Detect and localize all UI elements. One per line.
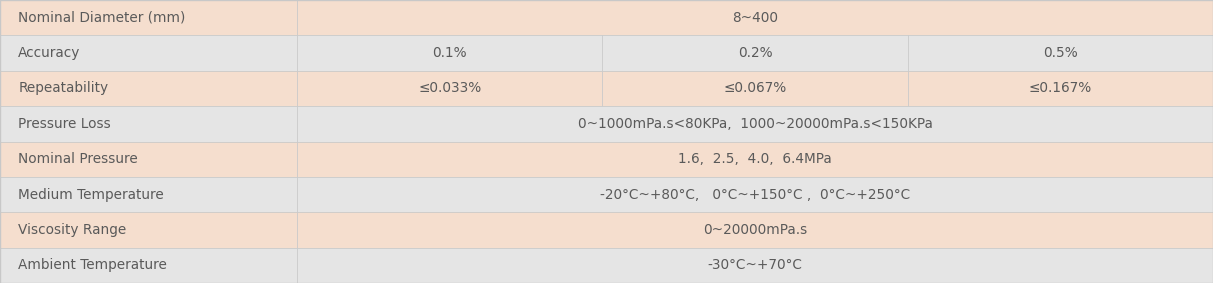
- Text: 0.5%: 0.5%: [1043, 46, 1077, 60]
- Text: Nominal Diameter (mm): Nominal Diameter (mm): [18, 11, 186, 25]
- Bar: [907, 71, 1213, 106]
- Bar: [603, 71, 907, 106]
- Text: ≤0.033%: ≤0.033%: [418, 82, 482, 95]
- Bar: [297, 212, 1213, 248]
- Text: 0.2%: 0.2%: [738, 46, 773, 60]
- Bar: [297, 35, 603, 71]
- Bar: [297, 71, 603, 106]
- Text: Ambient Temperature: Ambient Temperature: [18, 258, 167, 272]
- Text: 0~20000mPa.s: 0~20000mPa.s: [704, 223, 807, 237]
- Bar: [297, 106, 1213, 142]
- Bar: [0, 248, 297, 283]
- Text: Medium Temperature: Medium Temperature: [18, 188, 164, 201]
- Bar: [603, 35, 907, 71]
- Text: 1.6,  2.5,  4.0,  6.4MPa: 1.6, 2.5, 4.0, 6.4MPa: [678, 152, 832, 166]
- Bar: [297, 177, 1213, 212]
- Text: 0.1%: 0.1%: [433, 46, 467, 60]
- Bar: [0, 212, 297, 248]
- Bar: [907, 35, 1213, 71]
- Bar: [297, 248, 1213, 283]
- Bar: [0, 106, 297, 142]
- Bar: [0, 35, 297, 71]
- Text: -30°C~+70°C: -30°C~+70°C: [707, 258, 803, 272]
- Bar: [0, 71, 297, 106]
- Text: ≤0.067%: ≤0.067%: [723, 82, 787, 95]
- Text: 0~1000mPa.s<80KPa,  1000~20000mPa.s<150KPa: 0~1000mPa.s<80KPa, 1000~20000mPa.s<150KP…: [577, 117, 933, 131]
- Text: ≤0.167%: ≤0.167%: [1029, 82, 1092, 95]
- Text: Accuracy: Accuracy: [18, 46, 80, 60]
- Text: Pressure Loss: Pressure Loss: [18, 117, 110, 131]
- Bar: [297, 142, 1213, 177]
- Text: -20°C~+80°C,   0°C~+150°C ,  0°C~+250°C: -20°C~+80°C, 0°C~+150°C , 0°C~+250°C: [600, 188, 910, 201]
- Text: 8~400: 8~400: [733, 11, 778, 25]
- Text: Repeatability: Repeatability: [18, 82, 108, 95]
- Bar: [0, 142, 297, 177]
- Bar: [0, 177, 297, 212]
- Bar: [297, 0, 1213, 35]
- Text: Viscosity Range: Viscosity Range: [18, 223, 126, 237]
- Text: Nominal Pressure: Nominal Pressure: [18, 152, 138, 166]
- Bar: [0, 0, 297, 35]
